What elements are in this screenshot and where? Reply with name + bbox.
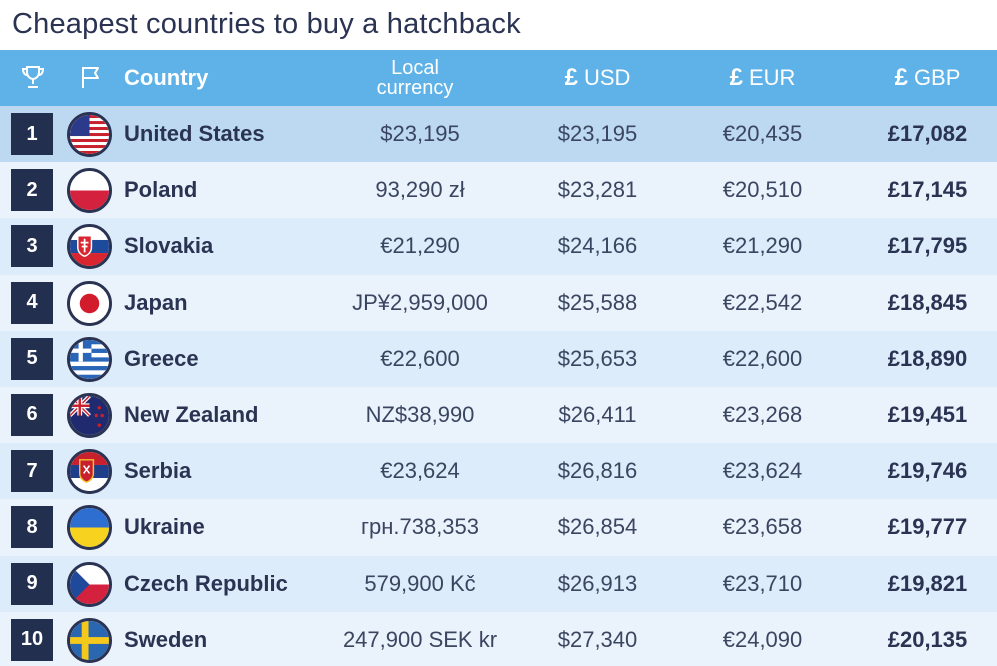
gbp-price: £18,890	[887, 345, 968, 371]
usa-flag-icon	[67, 112, 112, 157]
rank-badge: 8	[11, 506, 53, 549]
eur-price: €21,290	[722, 233, 803, 259]
pound-symbol: £	[729, 64, 743, 91]
country-name: Slovakia	[124, 233, 214, 259]
rank-badge: 3	[11, 225, 53, 268]
local-price: €23,624	[380, 458, 460, 484]
gbp-price: £17,145	[887, 177, 968, 203]
eur-price: €23,658	[722, 514, 803, 540]
country-name: Czech Republic	[124, 570, 288, 596]
usd-label: USD	[583, 65, 631, 90]
greece-flag-icon	[67, 336, 112, 382]
ranking-table: Country Local currency £ USD £ EUR £ GBP…	[0, 50, 997, 666]
trophy-icon	[21, 66, 45, 88]
table-row: 2 Poland 93,290 zł $23,281 €20,510 £17,1…	[0, 162, 997, 219]
local-price: 579,900 Kč	[364, 570, 476, 596]
rank-badge: 4	[11, 281, 53, 324]
table-row: 4 Japan JP¥2,959,000 $25,588 €22,542 £18…	[0, 274, 997, 331]
country-name: New Zealand	[124, 402, 259, 428]
eur-label: EUR	[748, 65, 796, 90]
local-price: 93,290 zł	[375, 177, 465, 203]
local-price: €21,290	[380, 233, 460, 259]
rank-badge: 6	[11, 393, 53, 436]
eur-price: €23,624	[722, 458, 803, 484]
usd-price: $27,340	[557, 626, 638, 652]
local-price: JP¥2,959,000	[352, 289, 488, 315]
page-title: Cheapest countries to buy a hatchback	[12, 8, 521, 40]
eur-price: €22,542	[722, 289, 803, 315]
slovakia-flag-icon	[67, 224, 112, 270]
country-name: United States	[124, 121, 265, 147]
eur-price: €20,510	[722, 177, 803, 203]
table-row: 6 New Zealand NZ$38,990 $26,411 €23,268 …	[0, 386, 997, 444]
czech-republic-flag-icon	[67, 561, 112, 607]
sweden-flag-icon	[67, 617, 112, 663]
eur-price: €24,090	[722, 626, 803, 652]
country-name: Sweden	[124, 626, 208, 652]
column-header-local-currency: Local currency	[345, 50, 485, 106]
gbp-price: £19,746	[887, 458, 968, 484]
table-row: 7 Serbia €23,624 $26,816 €23,624 £19,746	[0, 443, 997, 500]
ukraine-flag-icon	[67, 505, 112, 551]
local-price: $23,195	[380, 121, 460, 147]
table-row: 10 Sweden 247,900 SEK kr $27,340 €24,090…	[0, 611, 997, 666]
rank-badge: 9	[11, 562, 53, 605]
japan-flag-icon	[67, 280, 112, 326]
table-header: Country Local currency £ USD £ EUR £ GBP	[0, 50, 997, 106]
usd-price: $26,411	[558, 402, 637, 428]
gbp-label: GBP	[913, 65, 961, 90]
table-row: 5 Greece €22,600 $25,653 €22,600 £18,890	[0, 330, 997, 387]
usd-price: $26,854	[557, 514, 638, 540]
local-price: NZ$38,990	[365, 402, 475, 428]
rank-badge: 1	[11, 113, 53, 155]
gbp-price: £20,135	[887, 626, 968, 652]
column-header-eur: £ EUR	[705, 50, 820, 106]
rank-badge: 2	[11, 169, 53, 212]
table-row: 8 Ukraine грн.738,353 $26,854 €23,658 £1…	[0, 499, 997, 556]
table-row: 3 Slovakia €21,290 $24,166 €21,290 £17,7…	[0, 218, 997, 275]
table-row: 9 Czech Republic 579,900 Kč $26,913 €23,…	[0, 555, 997, 612]
eur-price: €23,268	[722, 402, 803, 428]
local-currency-line2: currency	[376, 77, 454, 99]
rank-badge: 5	[11, 337, 53, 380]
table-row: 1 United States $23,195 $23,195 €20,435 …	[0, 106, 997, 163]
local-price: грн.738,353	[360, 514, 480, 540]
column-header-gbp: £ GBP	[870, 50, 985, 106]
gbp-price: £19,451	[887, 402, 968, 428]
country-name: Serbia	[124, 458, 192, 484]
poland-flag-icon	[67, 168, 112, 214]
serbia-flag-icon	[67, 449, 112, 495]
eur-price: €23,710	[722, 570, 803, 596]
usd-price: $23,195	[557, 121, 638, 147]
usd-price: $26,816	[557, 458, 638, 484]
column-header-usd: £ USD	[540, 50, 655, 106]
country-name: Greece	[124, 345, 199, 371]
gbp-price: £17,795	[887, 233, 968, 259]
pound-symbol: £	[564, 64, 578, 91]
local-price: 247,900 SEK kr	[342, 626, 498, 652]
rank-badge: 10	[11, 618, 53, 661]
usd-price: $23,281	[557, 177, 638, 203]
usd-price: $24,166	[557, 233, 638, 259]
rank-badge: 7	[11, 450, 53, 493]
country-name: Ukraine	[124, 514, 205, 540]
usd-price: $25,588	[557, 289, 638, 315]
eur-price: €20,435	[722, 121, 803, 147]
country-name: Japan	[124, 289, 188, 315]
gbp-price: £19,777	[887, 514, 968, 540]
flag-icon	[82, 67, 99, 88]
gbp-price: £19,821	[887, 570, 968, 596]
usd-price: $26,913	[557, 570, 638, 596]
local-currency-line1: Local	[391, 57, 439, 79]
gbp-price: £18,845	[887, 289, 968, 315]
country-name: Poland	[124, 177, 198, 203]
pound-symbol: £	[894, 64, 908, 91]
local-price: €22,600	[380, 345, 460, 371]
new-zealand-flag-icon	[67, 392, 112, 438]
usd-price: $25,653	[557, 345, 638, 371]
eur-price: €22,600	[722, 345, 803, 371]
gbp-price: £17,082	[887, 121, 968, 147]
column-header-country: Country	[124, 65, 209, 90]
